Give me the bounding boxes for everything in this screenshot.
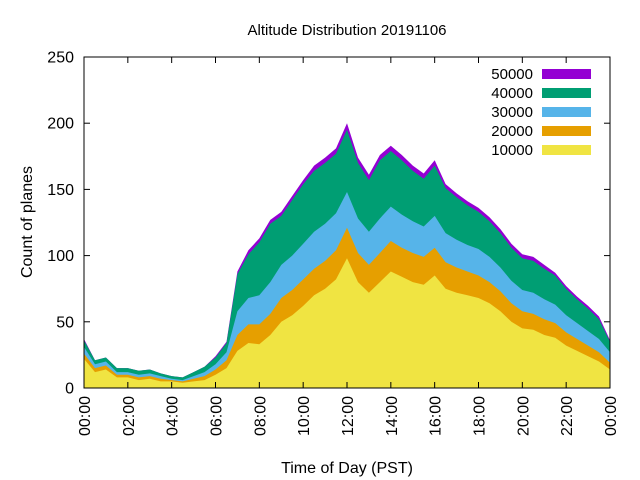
x-tick-label: 10:00 [296, 396, 313, 436]
y-tick-label: 250 [47, 50, 74, 67]
legend-label-40000: 40000 [491, 85, 533, 102]
x-tick-label: 16:00 [428, 396, 445, 436]
y-ticks: 0 50 100 150 200 250 [47, 50, 610, 398]
x-ticks: 00:00 02:00 04:00 06:00 08:00 10:00 12:00 14:00… [77, 57, 620, 436]
y-tick-label: 0 [65, 381, 74, 398]
x-tick-label: 04:00 [165, 396, 182, 436]
y-tick-label: 200 [47, 116, 74, 133]
area-series-10000 [84, 258, 610, 388]
legend-swatch-30000 [542, 107, 591, 117]
x-tick-label: 12:00 [340, 396, 357, 436]
legend: 50000 40000 30000 20000 10000 [491, 66, 591, 159]
y-tick-label: 50 [56, 314, 74, 331]
legend-label-50000: 50000 [491, 66, 533, 83]
legend-swatch-10000 [542, 145, 591, 155]
x-tick-label: 18:00 [472, 396, 489, 436]
legend-label-20000: 20000 [491, 123, 533, 140]
chart-title: Altitude Distribution 20191106 [247, 22, 446, 39]
legend-label-30000: 30000 [491, 104, 533, 121]
x-tick-label: 00:00 [603, 396, 620, 436]
x-tick-label: 20:00 [515, 396, 532, 436]
x-axis-label: Time of Day (PST) [281, 460, 413, 477]
x-tick-label: 14:00 [384, 396, 401, 436]
legend-label-10000: 10000 [491, 142, 533, 159]
x-tick-label: 06:00 [209, 396, 226, 436]
y-tick-label: 150 [47, 182, 74, 199]
legend-swatch-50000 [542, 69, 591, 79]
x-tick-label: 00:00 [77, 396, 94, 436]
stacked-areas [84, 123, 610, 389]
legend-swatch-20000 [542, 126, 591, 136]
x-tick-label: 02:00 [121, 396, 138, 436]
x-tick-label: 22:00 [559, 396, 576, 436]
y-axis-label: Count of planes [19, 166, 36, 278]
y-tick-label: 100 [47, 248, 74, 265]
x-tick-label: 08:00 [252, 396, 269, 436]
legend-swatch-40000 [542, 88, 591, 98]
